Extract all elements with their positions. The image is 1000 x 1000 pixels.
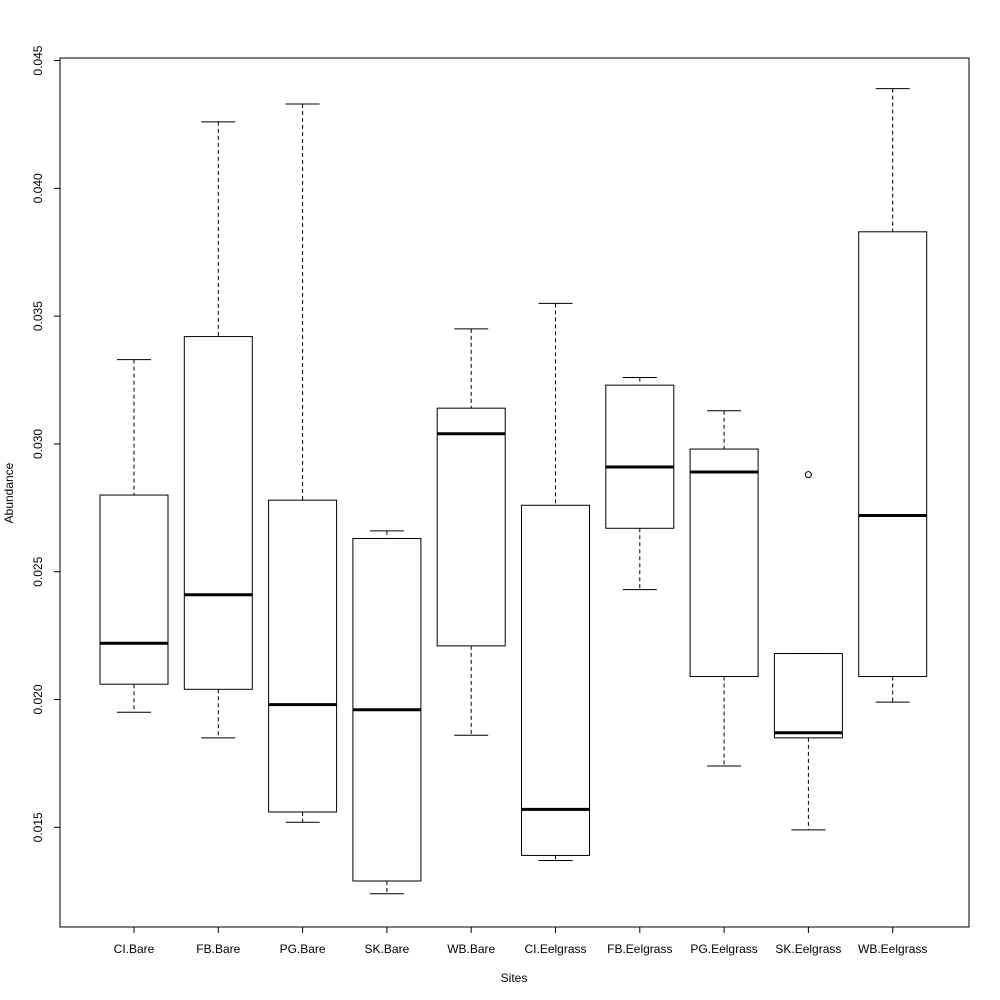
x-tick-label: CI.Bare [114,942,155,956]
box-wb-bare [436,328,506,736]
iqr-box [99,494,169,685]
box-pg-eelgrass [689,410,759,767]
x-tick-label: CI.Eelgrass [524,942,586,956]
y-tick-label: 0.045 [31,45,45,75]
iqr-box [268,499,338,813]
iqr-box [858,231,928,678]
x-tick-label: PG.Eelgrass [690,942,757,956]
box-fb-eelgrass [605,376,675,591]
x-tick-label: FB.Bare [196,942,240,956]
x-axis-title: Sites [501,971,528,985]
box-wb-eelgrass [858,88,928,703]
box-pg-bare [268,103,338,823]
y-tick-label: 0.015 [31,812,45,842]
box-sk-bare [352,530,422,895]
box-sk-eelgrass [773,471,843,831]
box-ci-eelgrass [521,302,590,862]
y-tick-label: 0.040 [31,173,45,203]
y-tick-label: 0.020 [31,684,45,714]
y-tick-label: 0.025 [31,556,45,586]
x-tick-label: SK.Eelgrass [775,942,841,956]
y-tick-label: 0.035 [31,301,45,331]
x-tick-label: PG.Bare [280,942,326,956]
iqr-box [773,653,843,739]
box-ci-bare [99,359,169,713]
x-tick-label: WB.Bare [447,942,495,956]
box-fb-bare [183,121,253,739]
iqr-box [521,504,590,856]
y-axis: 0.015 0.020 0.025 0.030 0.035 0.040 0.045 [31,45,60,842]
x-axis: CI.Bare FB.Bare PG.Bare SK.Bare WB.Bare CI.Ee… [114,927,927,956]
y-axis-title: Abundance [2,462,16,523]
iqr-box [436,407,506,647]
plot-frame [59,57,970,928]
y-tick-label: 0.030 [31,429,45,459]
iqr-box [689,448,759,678]
iqr-box [605,384,675,529]
x-tick-label: FB.Eelgrass [607,942,672,956]
x-tick-label: SK.Bare [365,942,410,956]
iqr-box [183,336,253,690]
outlier-point [804,471,812,479]
x-tick-label: WB.Eelgrass [858,942,927,956]
box-series [99,88,928,895]
